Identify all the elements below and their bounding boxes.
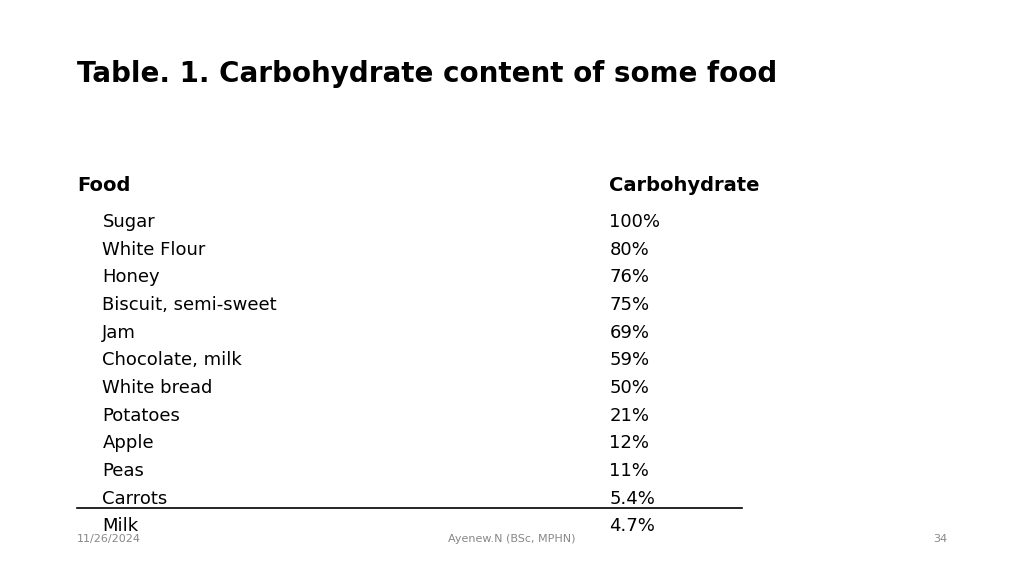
- Text: 59%: 59%: [609, 351, 649, 369]
- Text: 34: 34: [933, 535, 947, 544]
- Text: Sugar: Sugar: [102, 213, 156, 231]
- Text: White bread: White bread: [102, 379, 213, 397]
- Text: Carbohydrate: Carbohydrate: [609, 176, 760, 195]
- Text: 75%: 75%: [609, 296, 649, 314]
- Text: 21%: 21%: [609, 407, 649, 425]
- Text: Potatoes: Potatoes: [102, 407, 180, 425]
- Text: White Flour: White Flour: [102, 241, 206, 259]
- Text: Biscuit, semi-sweet: Biscuit, semi-sweet: [102, 296, 278, 314]
- Text: Honey: Honey: [102, 268, 160, 286]
- Text: Jam: Jam: [102, 324, 136, 342]
- Text: Chocolate, milk: Chocolate, milk: [102, 351, 242, 369]
- Text: 100%: 100%: [609, 213, 660, 231]
- Text: 80%: 80%: [609, 241, 649, 259]
- Text: 11/26/2024: 11/26/2024: [77, 535, 141, 544]
- Text: 5.4%: 5.4%: [609, 490, 655, 507]
- Text: Milk: Milk: [102, 517, 138, 535]
- Text: Apple: Apple: [102, 434, 154, 452]
- Text: Table. 1. Carbohydrate content of some food: Table. 1. Carbohydrate content of some f…: [77, 60, 777, 89]
- Text: Ayenew.N (BSc, MPHN): Ayenew.N (BSc, MPHN): [449, 535, 575, 544]
- Text: 11%: 11%: [609, 462, 649, 480]
- Text: Peas: Peas: [102, 462, 144, 480]
- Text: 4.7%: 4.7%: [609, 517, 655, 535]
- Text: 69%: 69%: [609, 324, 649, 342]
- Text: 76%: 76%: [609, 268, 649, 286]
- Text: 12%: 12%: [609, 434, 649, 452]
- Text: Carrots: Carrots: [102, 490, 168, 507]
- Text: Food: Food: [77, 176, 130, 195]
- Text: 50%: 50%: [609, 379, 649, 397]
